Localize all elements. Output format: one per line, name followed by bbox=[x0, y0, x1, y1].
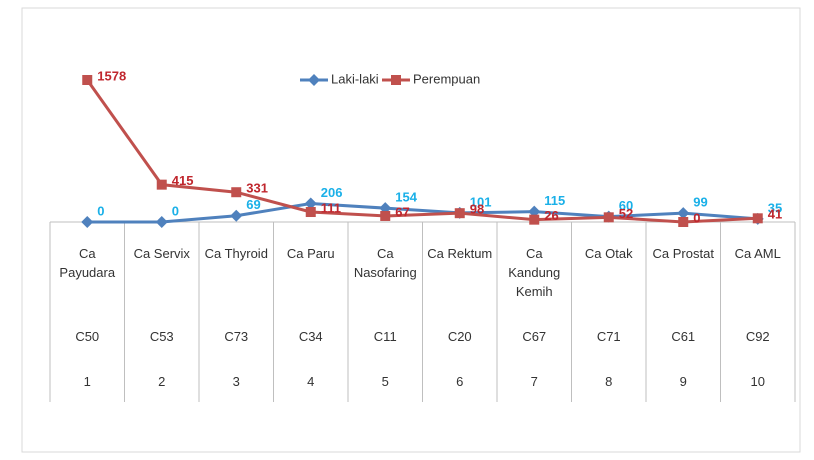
category-label: Ca Paru bbox=[286, 246, 335, 261]
category-code: C61 bbox=[671, 329, 696, 344]
data-label: 26 bbox=[544, 208, 558, 223]
marker bbox=[231, 187, 242, 198]
category-code: C67 bbox=[522, 329, 547, 344]
data-label: 0 bbox=[97, 203, 104, 218]
category-label: Ca Kandung Kemih bbox=[508, 246, 561, 299]
marker bbox=[752, 213, 763, 224]
category-number: 9 bbox=[679, 374, 687, 389]
data-label: 41 bbox=[768, 207, 782, 222]
marker bbox=[677, 207, 690, 220]
category-label: Ca AML bbox=[734, 246, 781, 261]
marker bbox=[82, 75, 93, 85]
data-label: 0 bbox=[172, 203, 179, 218]
category-code: C73 bbox=[224, 329, 249, 344]
category-code: C50 bbox=[75, 329, 100, 344]
legend-label: Laki-laki bbox=[331, 71, 379, 86]
series-line bbox=[87, 201, 758, 224]
marker bbox=[156, 179, 167, 190]
marker bbox=[678, 217, 689, 227]
data-label: 35 bbox=[768, 200, 782, 215]
category-code: C71 bbox=[596, 329, 621, 344]
marker bbox=[528, 205, 541, 218]
category-number: 10 bbox=[750, 374, 765, 389]
category-number: 4 bbox=[307, 374, 315, 389]
legend-marker bbox=[308, 74, 320, 86]
category-label: Ca Thyroid bbox=[204, 246, 268, 261]
data-label: 206 bbox=[321, 185, 343, 200]
data-label: 67 bbox=[395, 204, 409, 219]
chart-border bbox=[21, 7, 801, 453]
category-label: Ca Rektum bbox=[427, 246, 493, 261]
category-number: 6 bbox=[456, 374, 464, 389]
data-label: 111 bbox=[321, 200, 341, 215]
data-label: 1578 bbox=[97, 68, 126, 83]
data-label: 60 bbox=[619, 198, 633, 213]
data-label: 101 bbox=[470, 194, 492, 209]
marker bbox=[380, 210, 391, 221]
category-code: C20 bbox=[447, 329, 472, 344]
marker bbox=[81, 216, 94, 228]
category-code: C53 bbox=[149, 329, 174, 344]
series-line bbox=[86, 79, 758, 224]
data-label: 115 bbox=[544, 193, 565, 208]
category-label: Ca Payudara bbox=[59, 246, 116, 280]
category-label: Ca Servix bbox=[133, 246, 190, 261]
category-number: 5 bbox=[381, 374, 389, 389]
marker bbox=[454, 208, 465, 219]
data-label: 415 bbox=[172, 173, 194, 188]
data-label: 52 bbox=[619, 206, 633, 221]
marker bbox=[304, 197, 317, 210]
data-label: 0 bbox=[693, 210, 700, 225]
data-label: 98 bbox=[470, 202, 484, 217]
category-number: 3 bbox=[232, 374, 240, 389]
marker bbox=[603, 212, 614, 223]
marker bbox=[305, 207, 316, 218]
category-label: Ca Prostat bbox=[652, 246, 714, 261]
category-number: 2 bbox=[158, 374, 166, 389]
category-code: C11 bbox=[373, 329, 397, 344]
data-label: 331 bbox=[246, 181, 268, 196]
data-label: 154 bbox=[395, 190, 417, 205]
category-number: 1 bbox=[83, 374, 91, 389]
marker bbox=[529, 214, 540, 225]
category-code: C92 bbox=[745, 329, 770, 344]
category-code: C34 bbox=[298, 329, 323, 344]
marker bbox=[155, 216, 168, 228]
category-label: Ca Nasofaring bbox=[353, 246, 417, 280]
category-label: Ca Otak bbox=[584, 246, 633, 261]
data-label: 69 bbox=[246, 197, 260, 212]
category-number: 7 bbox=[530, 374, 538, 389]
category-number: 8 bbox=[605, 374, 613, 389]
legend-label: Perempuan bbox=[413, 71, 480, 86]
data-label: 99 bbox=[693, 195, 707, 210]
marker bbox=[230, 209, 243, 222]
legend-marker bbox=[391, 75, 401, 85]
